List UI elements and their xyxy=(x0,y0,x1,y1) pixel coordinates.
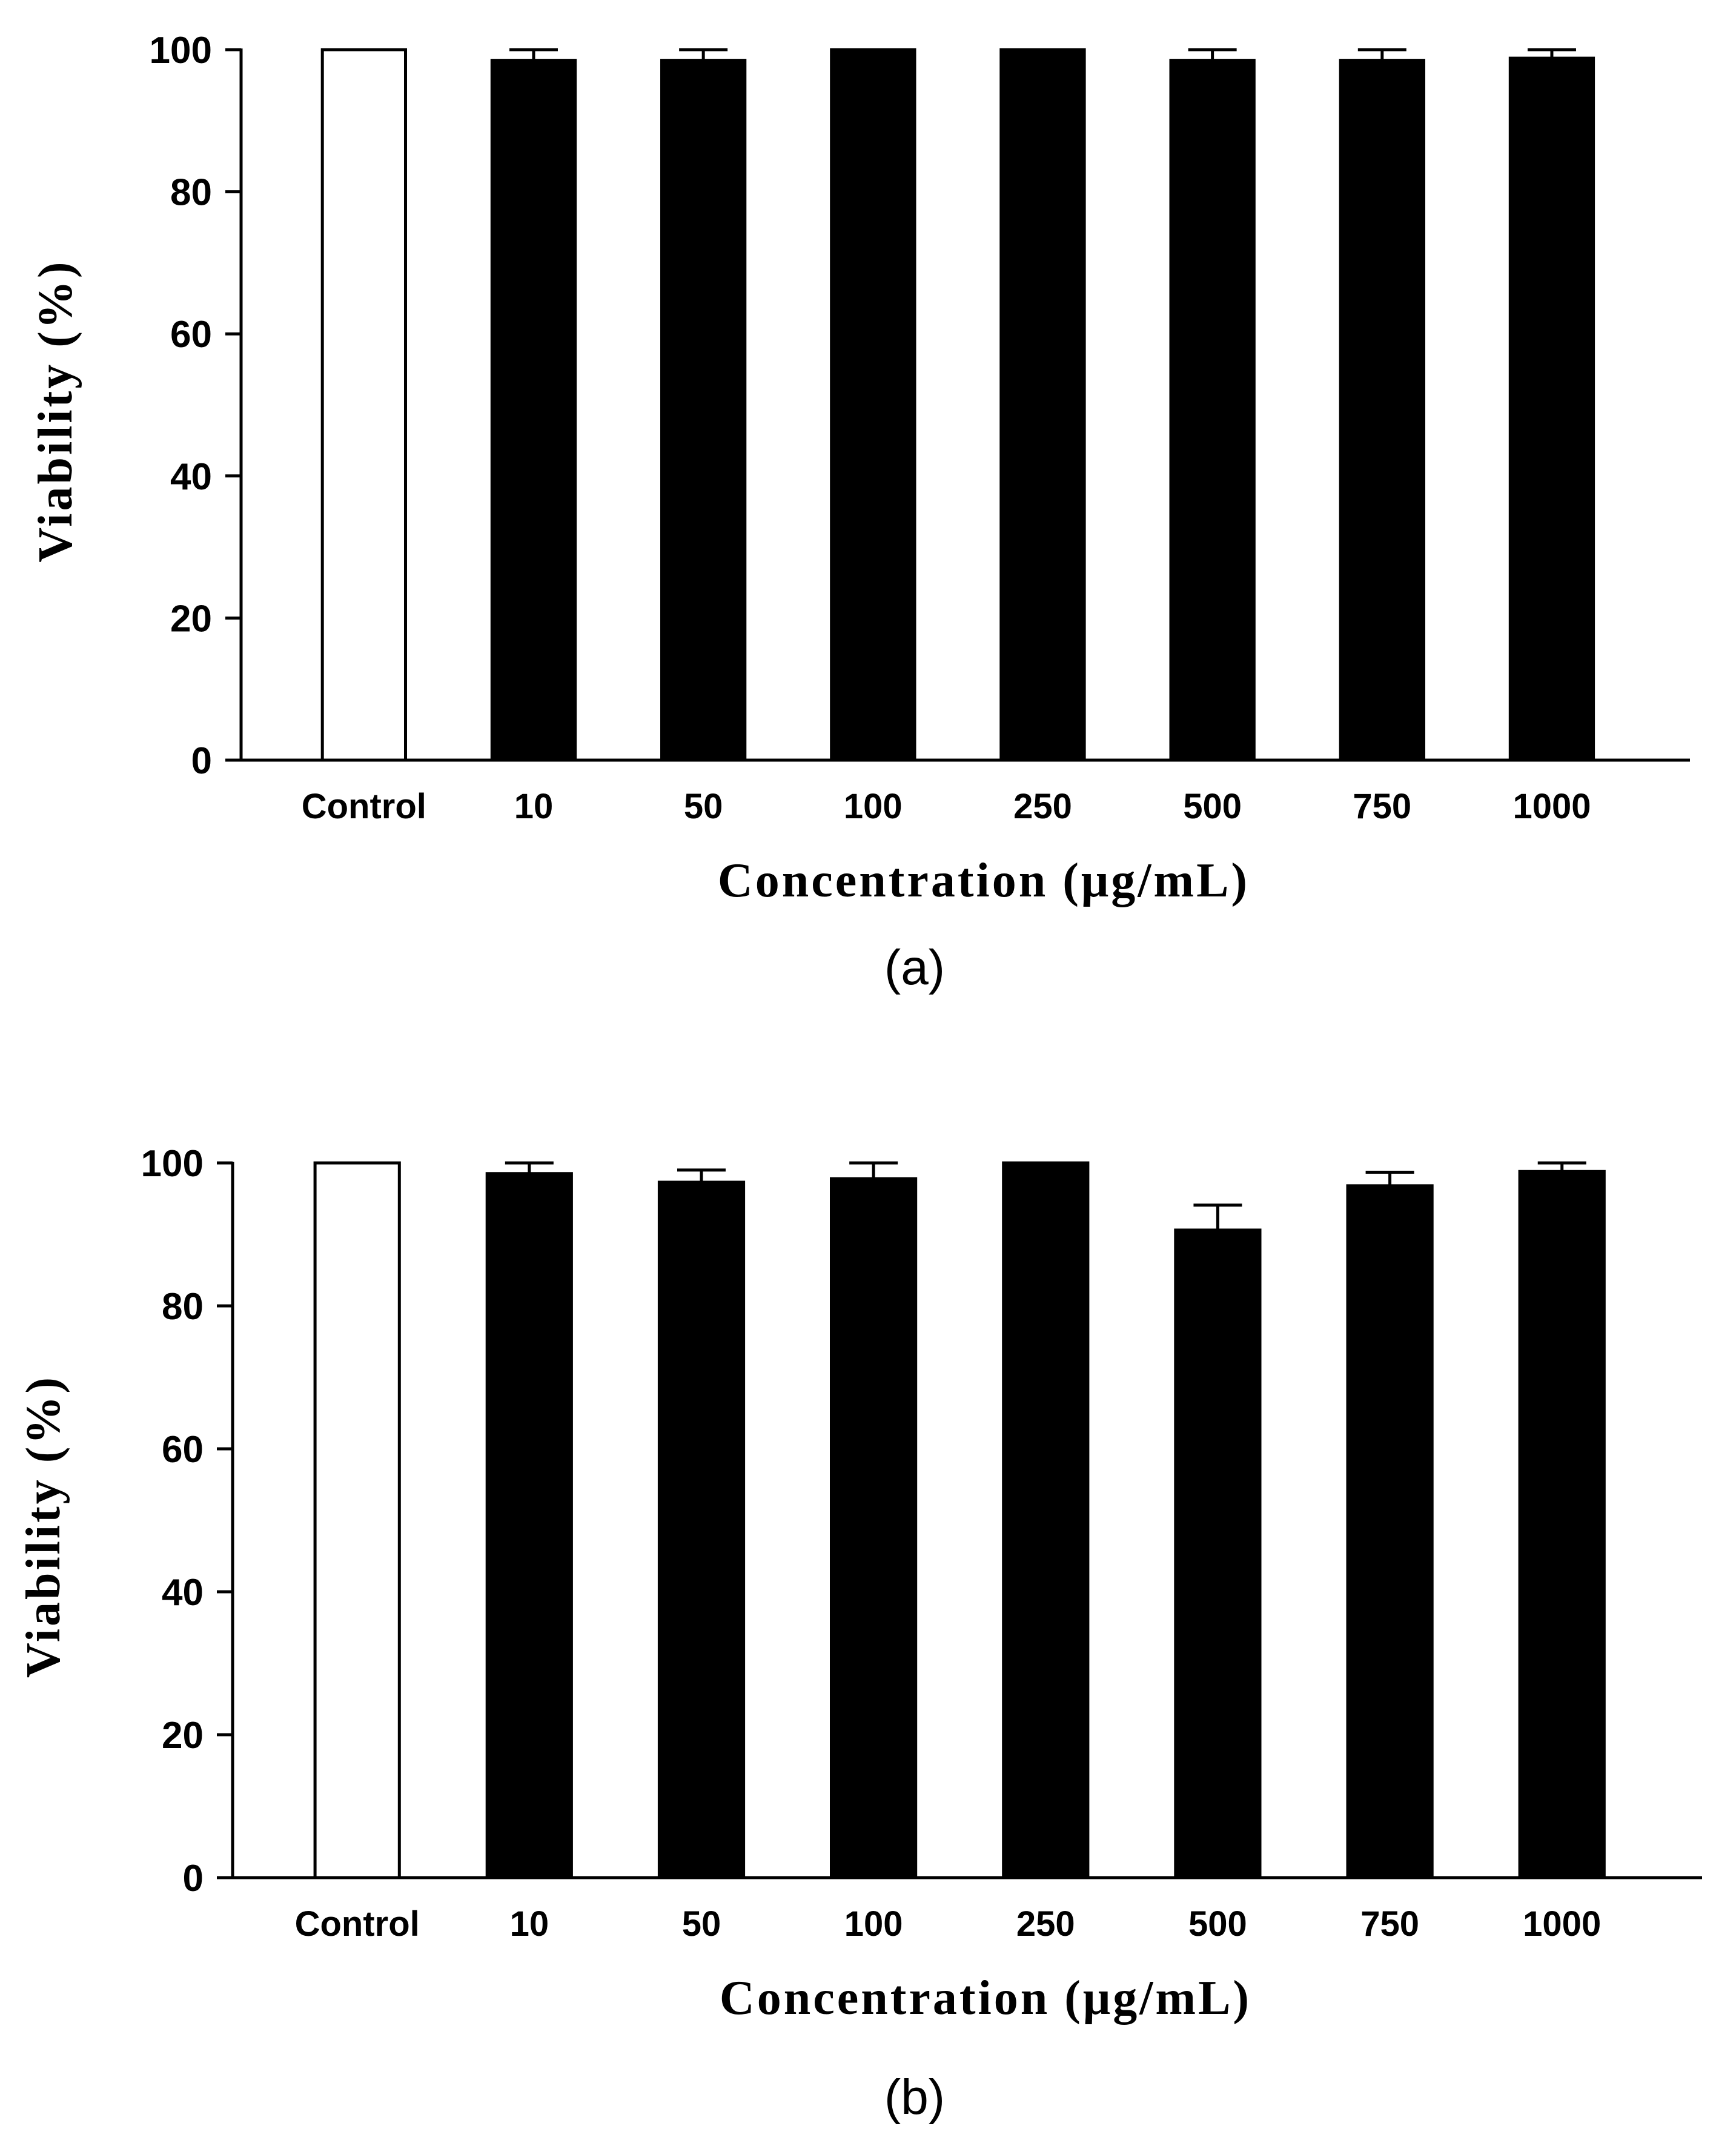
x-tick-label: 1000 xyxy=(1512,787,1591,826)
bar-10 xyxy=(485,1172,573,1879)
x-tick-label: Control xyxy=(302,787,426,826)
x-tick-label: Control xyxy=(295,1904,420,1944)
y-tick-label: 80 xyxy=(170,172,212,214)
bar-250 xyxy=(999,48,1086,762)
y-tick-label: 0 xyxy=(191,740,212,782)
y-tick-label: 40 xyxy=(162,1572,204,1614)
error-bar-1000 xyxy=(1527,48,1576,59)
x-tick-label: 750 xyxy=(1360,1904,1419,1944)
y-tick-label: 40 xyxy=(170,456,212,498)
y-tick-label: 80 xyxy=(162,1286,204,1328)
bar-500 xyxy=(1174,1228,1262,1879)
x-tick-label: 750 xyxy=(1353,787,1411,826)
x-tick-label: 50 xyxy=(682,1904,721,1944)
bar-50 xyxy=(660,59,747,762)
chart-panel-a: Control 10 50 100 250 500 750 1000 0 20 40 60 80 100 C… xyxy=(29,30,1690,995)
y-tick-label: 20 xyxy=(162,1715,204,1757)
x-tick-label: 100 xyxy=(844,1904,903,1944)
bar-750 xyxy=(1339,59,1425,762)
bar-Control xyxy=(320,48,408,762)
x-tick-label: 50 xyxy=(684,787,723,826)
x-tick-label: 10 xyxy=(510,1904,549,1944)
bar-500 xyxy=(1169,59,1256,762)
error-bar-500 xyxy=(1193,1204,1242,1230)
error-bar-100 xyxy=(849,1161,898,1179)
error-bar-10 xyxy=(505,1161,554,1174)
error-bar-1000 xyxy=(1537,1161,1586,1172)
y-tick-label: 60 xyxy=(170,314,212,356)
y-tick-label: 100 xyxy=(150,30,212,71)
bar-10 xyxy=(490,59,577,762)
bar-250 xyxy=(1002,1161,1090,1879)
x-tick-label: 250 xyxy=(1016,1904,1075,1944)
y-tick-label: 60 xyxy=(162,1429,204,1471)
error-bar-50 xyxy=(679,48,728,61)
chart-panel-b: Control 10 50 100 250 500 750 1000 0 20 40 60 80 100 C… xyxy=(17,1143,1702,2125)
x-tick-label: 100 xyxy=(844,787,903,826)
bar-50 xyxy=(657,1180,746,1879)
x-tick-label: 500 xyxy=(1188,1904,1247,1944)
x-tick-label: 10 xyxy=(514,787,554,826)
bar-100 xyxy=(830,48,916,762)
x-axis-title: Concentration (μg/mL) xyxy=(718,854,1250,907)
y-tick-label: 20 xyxy=(170,598,212,640)
y-tick-label: 100 xyxy=(141,1143,204,1185)
bar-Control xyxy=(313,1161,401,1879)
x-axis-title: Concentration (μg/mL) xyxy=(720,1972,1251,2025)
error-bar-10 xyxy=(509,48,558,61)
error-bar-750 xyxy=(1357,48,1406,61)
y-axis-title: Viability (%) xyxy=(17,1375,70,1678)
bar-1000 xyxy=(1518,1170,1606,1879)
error-bar-500 xyxy=(1188,48,1237,61)
y-axis-title: Viability (%) xyxy=(29,259,82,562)
bar-100 xyxy=(830,1177,918,1879)
bar-750 xyxy=(1346,1184,1434,1879)
y-tick-label: 0 xyxy=(183,1858,204,1899)
bar-1000 xyxy=(1508,56,1595,762)
error-bar-50 xyxy=(677,1168,726,1182)
x-tick-label: 500 xyxy=(1183,787,1242,826)
panel-label: (b) xyxy=(884,2070,945,2125)
x-tick-label: 1000 xyxy=(1523,1904,1601,1944)
panel-label: (a) xyxy=(884,940,945,995)
x-tick-label: 250 xyxy=(1013,787,1072,826)
error-bar-750 xyxy=(1365,1170,1414,1186)
